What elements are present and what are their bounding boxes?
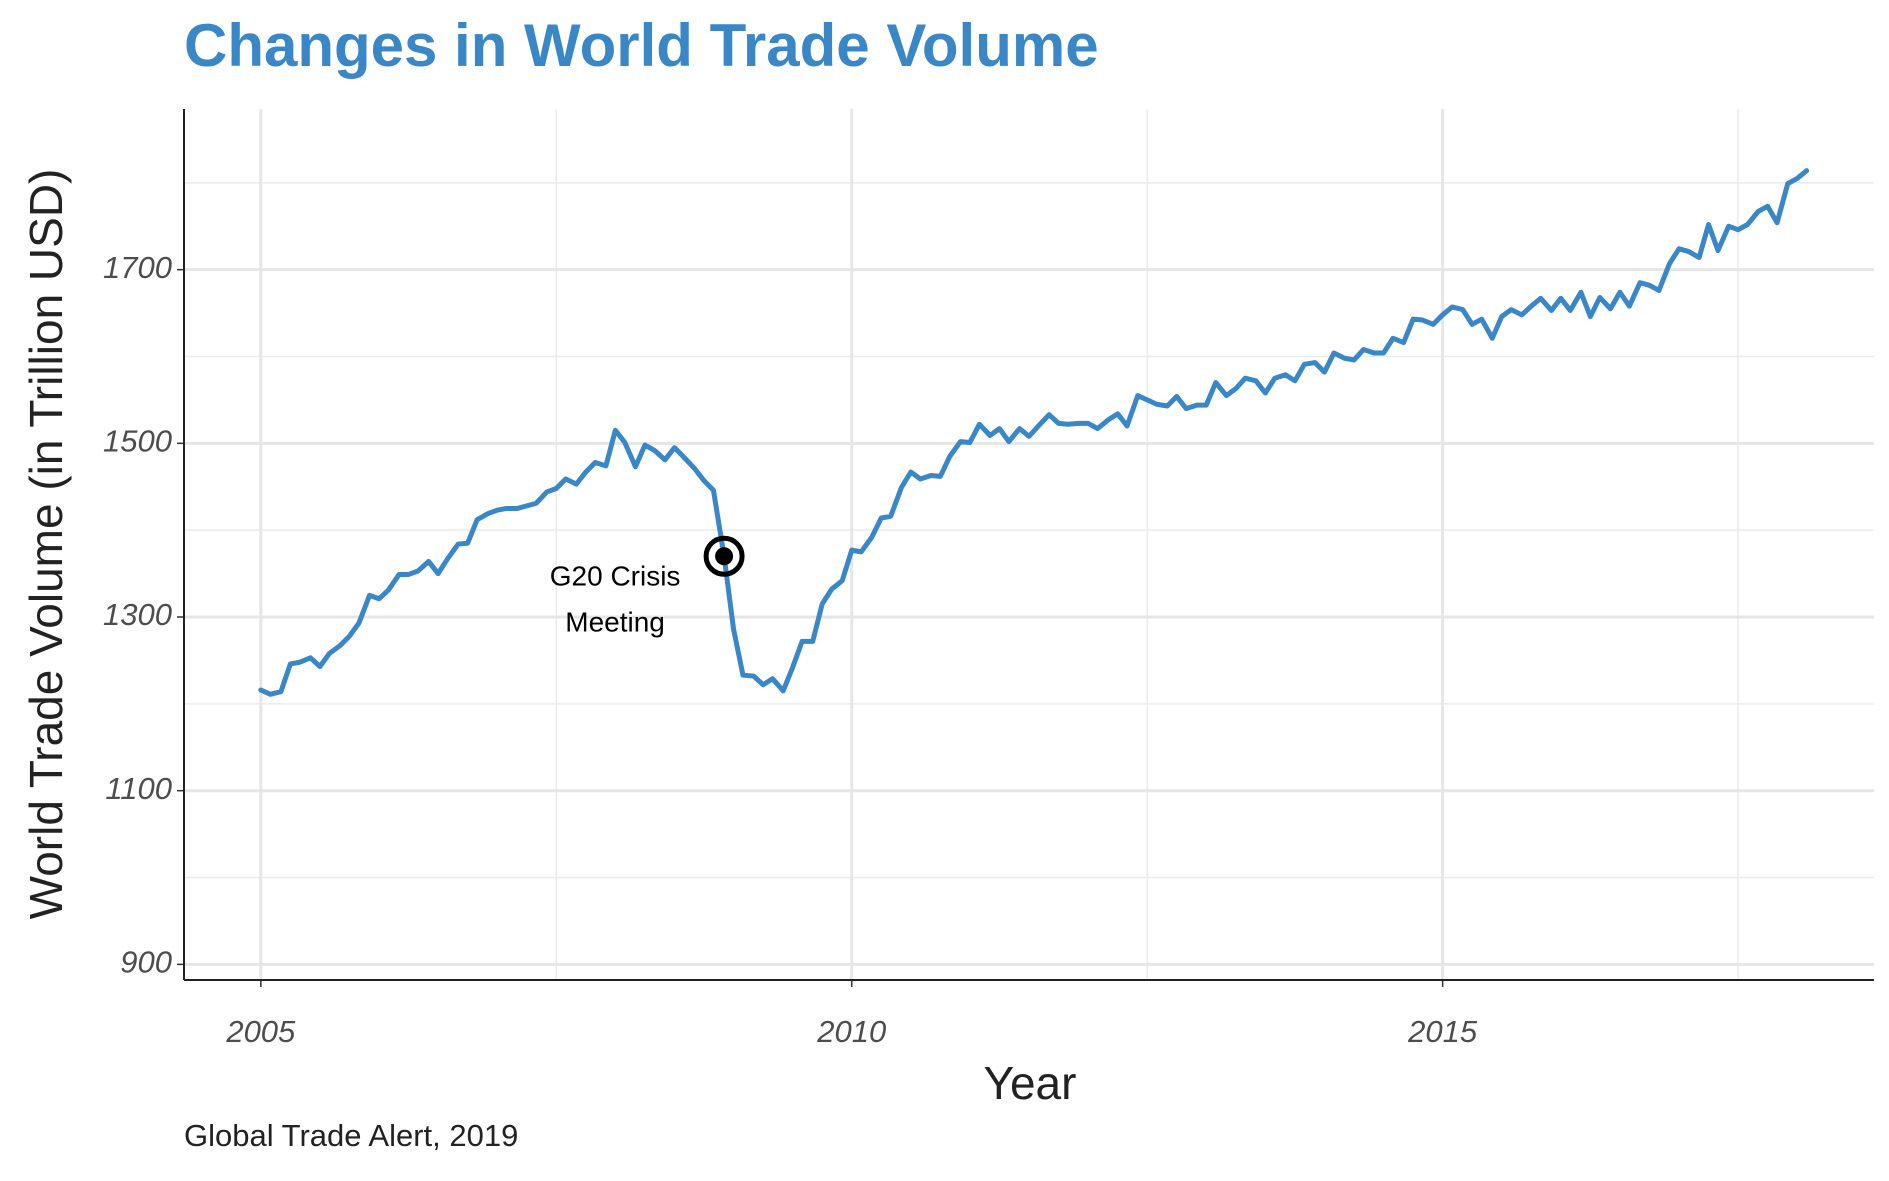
annotation-text: Meeting bbox=[565, 607, 665, 638]
y-tick-label: 900 bbox=[120, 945, 172, 980]
caption: Global Trade Alert, 2019 bbox=[184, 1118, 518, 1153]
annotation-ring bbox=[703, 535, 745, 577]
x-tick-label: 2010 bbox=[816, 1014, 886, 1049]
x-tick-label: 2005 bbox=[225, 1014, 296, 1049]
y-tick-label: 1100 bbox=[105, 771, 172, 806]
y-tick-label: 1500 bbox=[103, 424, 172, 459]
y-tick-label: 1700 bbox=[103, 250, 172, 285]
x-axis-label: Year bbox=[984, 1057, 1077, 1109]
line bbox=[258, 168, 1810, 697]
x-tick-label: 2015 bbox=[1407, 1014, 1478, 1049]
y-axis-label: World Trade Volume (in Trillion USD) bbox=[20, 169, 72, 920]
y-tick-label: 1300 bbox=[103, 597, 172, 632]
annotation-text: G20 Crisis bbox=[550, 561, 681, 592]
annotation-point bbox=[715, 547, 734, 566]
chart-title: Changes in World Trade Volume bbox=[184, 12, 1099, 79]
